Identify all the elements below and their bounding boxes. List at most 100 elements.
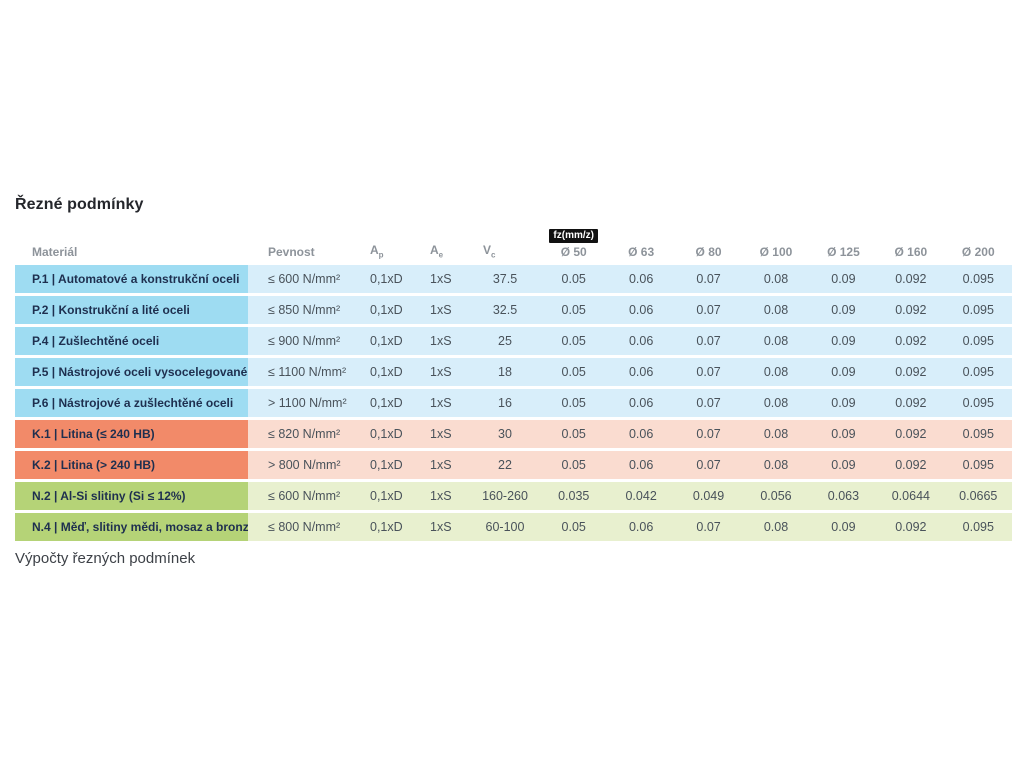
cell-ap: 0,1xD: [358, 358, 418, 386]
cell-pevnost: ≤ 600 N/mm²: [248, 482, 358, 510]
cell-ae: 1xS: [418, 358, 470, 386]
cell-material: N.4 | Měď, slitiny mědi, mosaz a bronz: [15, 513, 249, 541]
cell-fz-200: 0.095: [944, 296, 1012, 324]
col-header-diameter-160: Ø 160: [877, 245, 944, 263]
cell-fz-63: 0.06: [607, 513, 675, 541]
cell-fz-100: 0.08: [742, 389, 810, 417]
cell-fz-200: 0.095: [944, 451, 1012, 479]
table-row: N.2 | Al-Si slitiny (Si ≤ 12%) ≤ 600 N/mm…: [15, 482, 1012, 510]
cell-ae: 1xS: [418, 482, 470, 510]
cell-ap: 0,1xD: [358, 389, 418, 417]
cell-fz-100: 0.08: [742, 327, 810, 355]
cell-fz-200: 0.095: [944, 420, 1012, 448]
cell-vc: 22: [470, 451, 540, 479]
cell-fz-125: 0.09: [809, 358, 878, 386]
cell-ae: 1xS: [418, 296, 470, 324]
cell-fz-80: 0.07: [674, 296, 743, 324]
cell-ap: 0,1xD: [358, 420, 418, 448]
cell-vc: 37.5: [470, 265, 540, 293]
col-header-diameter-100: Ø 100: [742, 245, 809, 263]
cell-fz-100: 0.08: [742, 513, 810, 541]
col-header-vc: Vc: [483, 242, 496, 259]
cell-material: K.1 | Litina (≤ 240 HB): [15, 420, 248, 448]
cell-fz-160: 0.092: [877, 389, 945, 417]
table-row: K.1 | Litina (≤ 240 HB) ≤ 820 N/mm² 0,1xD 1…: [15, 420, 1012, 448]
cell-fz-160: 0.092: [877, 513, 945, 541]
cell-fz-200: 0.0665: [944, 482, 1012, 510]
cell-fz-50: 0.05: [540, 389, 608, 417]
cell-fz-50: 0.05: [540, 513, 608, 541]
cell-fz-160: 0.092: [877, 327, 945, 355]
cell-material: N.2 | Al-Si slitiny (Si ≤ 12%): [15, 482, 248, 510]
col-header-diameter-63: Ø 63: [607, 245, 674, 263]
col-header-diameter-50: fz(mm/z) Ø 50: [540, 229, 607, 263]
cell-vc: 16: [470, 389, 540, 417]
diameter-label: Ø 200: [961, 245, 995, 259]
cell-fz-125: 0.063: [809, 482, 878, 510]
page: Řezné podmínky Materiál Pevnost Ap Ae Vc…: [15, 196, 1012, 567]
col-header-diameter-80: Ø 80: [675, 245, 742, 263]
cell-vc: 25: [470, 327, 540, 355]
cell-fz-200: 0.095: [944, 358, 1012, 386]
cell-fz-100: 0.056: [742, 482, 810, 510]
cell-fz-63: 0.06: [607, 265, 675, 293]
cell-ap: 0,1xD: [358, 451, 418, 479]
diameter-label: Ø 50: [560, 245, 587, 259]
cell-material: P.1 | Automatové a konstrukční oceli: [15, 265, 248, 293]
fz-unit-badge: fz(mm/z): [549, 229, 598, 243]
cell-fz-200: 0.095: [944, 513, 1012, 541]
cell-fz-100: 0.08: [742, 420, 810, 448]
col-header-ae: Ae: [430, 242, 444, 259]
cell-fz-160: 0.0644: [877, 482, 945, 510]
cell-vc: 60-100: [470, 513, 540, 541]
cell-pevnost: > 800 N/mm²: [248, 451, 358, 479]
cell-pevnost: ≤ 600 N/mm²: [248, 265, 358, 293]
cell-ap: 0,1xD: [358, 265, 418, 293]
cell-vc: 30: [470, 420, 540, 448]
cell-fz-125: 0.09: [809, 513, 878, 541]
cell-fz-50: 0.035: [540, 482, 608, 510]
cell-fz-100: 0.08: [742, 265, 810, 293]
cell-fz-160: 0.092: [877, 265, 945, 293]
cell-pevnost: ≤ 900 N/mm²: [248, 327, 358, 355]
cell-fz-80: 0.07: [674, 358, 743, 386]
cell-fz-100: 0.08: [742, 358, 810, 386]
cell-fz-100: 0.08: [742, 451, 810, 479]
cell-fz-63: 0.042: [607, 482, 675, 510]
cell-fz-160: 0.092: [877, 296, 945, 324]
table-row: P.4 | Zušlechtěné oceli ≤ 900 N/mm² 0,1xD 1…: [15, 327, 1012, 355]
cell-fz-63: 0.06: [607, 358, 675, 386]
col-header-pevnost: Pevnost: [268, 245, 315, 259]
cell-material: P.6 | Nástrojové a zušlechtěné oceli: [15, 389, 248, 417]
cell-fz-80: 0.07: [674, 420, 743, 448]
cell-ap: 0,1xD: [358, 482, 418, 510]
cell-fz-160: 0.092: [877, 358, 945, 386]
diameter-label: Ø 80: [695, 245, 722, 259]
cell-ap: 0,1xD: [358, 513, 418, 541]
cell-vc: 32.5: [470, 296, 540, 324]
cell-fz-50: 0.05: [540, 358, 608, 386]
cell-material: P.4 | Zušlechtěné oceli: [15, 327, 248, 355]
cell-pevnost: ≤ 800 N/mm²: [248, 513, 358, 541]
calculations-section-text: Výpočty řezných podmínek: [15, 550, 196, 567]
cell-vc: 18: [470, 358, 540, 386]
cell-ae: 1xS: [418, 420, 470, 448]
cell-pevnost: ≤ 1100 N/mm²: [248, 358, 358, 386]
cell-fz-200: 0.095: [944, 265, 1012, 293]
cell-ap: 0,1xD: [358, 296, 418, 324]
cutting-conditions-table: Materiál Pevnost Ap Ae Vc fz(mm/z) Ø 50 Ø …: [15, 229, 1012, 541]
cell-fz-63: 0.06: [607, 296, 675, 324]
cell-fz-200: 0.095: [944, 389, 1012, 417]
cell-fz-80: 0.049: [674, 482, 743, 510]
cell-ae: 1xS: [418, 327, 470, 355]
cell-ae: 1xS: [418, 265, 470, 293]
cell-ae: 1xS: [418, 451, 470, 479]
col-header-diameter-200: Ø 200: [945, 245, 1012, 263]
cell-fz-200: 0.095: [944, 327, 1012, 355]
cell-fz-50: 0.05: [540, 296, 608, 324]
cell-fz-100: 0.08: [742, 296, 810, 324]
cell-fz-125: 0.09: [809, 420, 878, 448]
diameter-label: Ø 160: [894, 245, 928, 259]
table-row: P.5 | Nástrojové oceli vysocelegované ≤ 1…: [15, 358, 1012, 386]
cell-fz-80: 0.07: [674, 513, 743, 541]
